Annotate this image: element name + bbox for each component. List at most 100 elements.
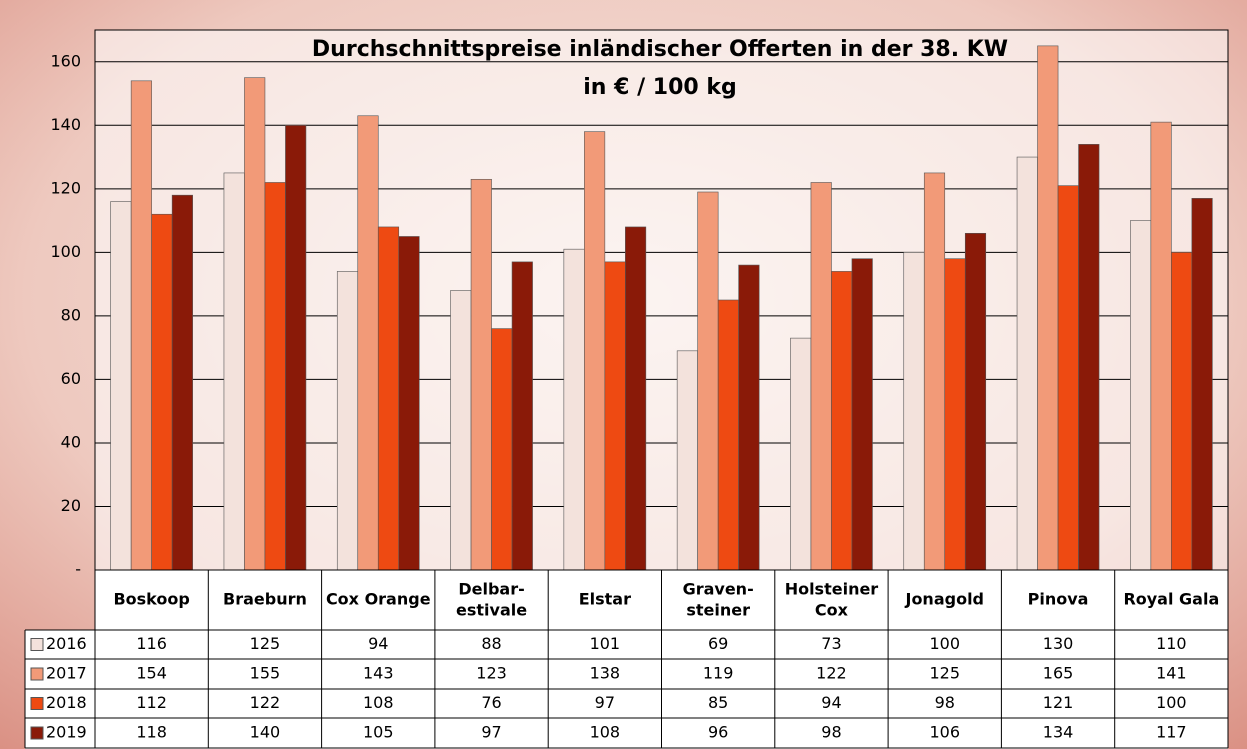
bar xyxy=(717,299,739,571)
table-value: 140 xyxy=(250,723,281,742)
bar xyxy=(1130,220,1152,571)
table-value: 88 xyxy=(481,634,501,653)
bar xyxy=(604,261,626,571)
bar xyxy=(357,115,379,571)
table-value: 101 xyxy=(590,634,621,653)
table-value: 69 xyxy=(708,634,728,653)
legend-label: 2019 xyxy=(46,723,87,742)
table-value: 98 xyxy=(935,693,955,712)
category-label: Holsteiner Cox xyxy=(785,579,879,619)
table-value: 100 xyxy=(929,634,960,653)
table-value: 108 xyxy=(590,723,621,742)
legend-label: 2017 xyxy=(46,664,87,683)
table-value: 155 xyxy=(250,664,281,683)
bar xyxy=(1057,185,1079,571)
bar xyxy=(491,328,513,571)
bar xyxy=(1191,198,1213,571)
table-value: 100 xyxy=(1156,693,1187,712)
table-value: 125 xyxy=(929,664,960,683)
y-tick-label: - xyxy=(75,560,81,579)
category-label: Jonagold xyxy=(904,590,984,609)
table-value: 116 xyxy=(136,634,167,653)
table-value: 122 xyxy=(250,693,281,712)
bar xyxy=(903,252,925,571)
bar xyxy=(171,194,193,571)
bar xyxy=(1150,121,1172,571)
table-value: 76 xyxy=(481,693,501,712)
table-value: 94 xyxy=(821,693,841,712)
legend-label: 2016 xyxy=(46,634,87,653)
table-value: 85 xyxy=(708,693,728,712)
bar xyxy=(151,213,173,571)
y-tick-label: 20 xyxy=(61,496,81,515)
bar xyxy=(851,258,873,571)
bar xyxy=(398,236,420,571)
y-tick-label: 160 xyxy=(50,51,81,70)
bar xyxy=(377,226,400,571)
table-value: 97 xyxy=(595,693,615,712)
bar xyxy=(563,248,585,571)
category-label: Delbar-estivale xyxy=(456,579,527,619)
table-value: 105 xyxy=(363,723,394,742)
table-value: 119 xyxy=(703,664,734,683)
bar xyxy=(790,337,812,571)
table-value: 121 xyxy=(1043,693,1074,712)
table-value: 165 xyxy=(1043,664,1074,683)
table-value: 108 xyxy=(363,693,394,712)
bar xyxy=(244,77,266,571)
bar xyxy=(584,131,606,571)
bar xyxy=(810,182,832,571)
table-value: 141 xyxy=(1156,664,1187,683)
table-value: 123 xyxy=(476,664,507,683)
table-value: 154 xyxy=(136,664,167,683)
table-value: 110 xyxy=(1156,634,1187,653)
bar xyxy=(450,290,472,571)
bar xyxy=(944,258,966,571)
table-value: 125 xyxy=(250,634,281,653)
y-tick-label: 120 xyxy=(50,178,81,197)
table-value: 117 xyxy=(1156,723,1187,742)
table-value: 130 xyxy=(1043,634,1074,653)
bar xyxy=(264,182,286,571)
bar xyxy=(285,124,307,571)
bar xyxy=(470,178,492,571)
category-label: Pinova xyxy=(1028,590,1089,609)
table-value: 122 xyxy=(816,664,847,683)
table-value: 98 xyxy=(821,723,841,742)
legend-swatch xyxy=(30,726,44,740)
table-value: 118 xyxy=(136,723,167,742)
bar xyxy=(676,350,698,571)
bar xyxy=(1078,144,1100,571)
category-label: Boskoop xyxy=(113,590,189,609)
bar xyxy=(223,172,245,571)
category-label: Elstar xyxy=(579,590,631,609)
bar xyxy=(831,271,853,571)
table-value: 94 xyxy=(368,634,388,653)
category-label: Braeburn xyxy=(223,590,307,609)
category-label: Royal Gala xyxy=(1123,590,1219,609)
bar xyxy=(110,201,132,571)
table-value: 134 xyxy=(1043,723,1074,742)
bar xyxy=(1171,252,1193,571)
bar xyxy=(511,261,533,571)
legend-label: 2018 xyxy=(46,693,87,712)
bar xyxy=(738,264,760,571)
table-value: 97 xyxy=(481,723,501,742)
table-value: 138 xyxy=(590,664,621,683)
bar xyxy=(923,172,946,571)
table-value: 73 xyxy=(821,634,841,653)
table-value: 143 xyxy=(363,664,394,683)
y-tick-label: 40 xyxy=(61,432,81,451)
table-value: 96 xyxy=(708,723,728,742)
bar xyxy=(697,191,719,571)
legend-swatch xyxy=(30,638,44,651)
bar xyxy=(130,80,152,571)
category-label: Graven-steiner xyxy=(683,579,754,619)
bar xyxy=(1016,156,1038,571)
y-tick-label: 100 xyxy=(50,242,81,261)
table-value: 112 xyxy=(136,693,167,712)
table-value: 106 xyxy=(929,723,960,742)
y-tick-label: 60 xyxy=(61,369,81,388)
bar xyxy=(336,271,359,571)
